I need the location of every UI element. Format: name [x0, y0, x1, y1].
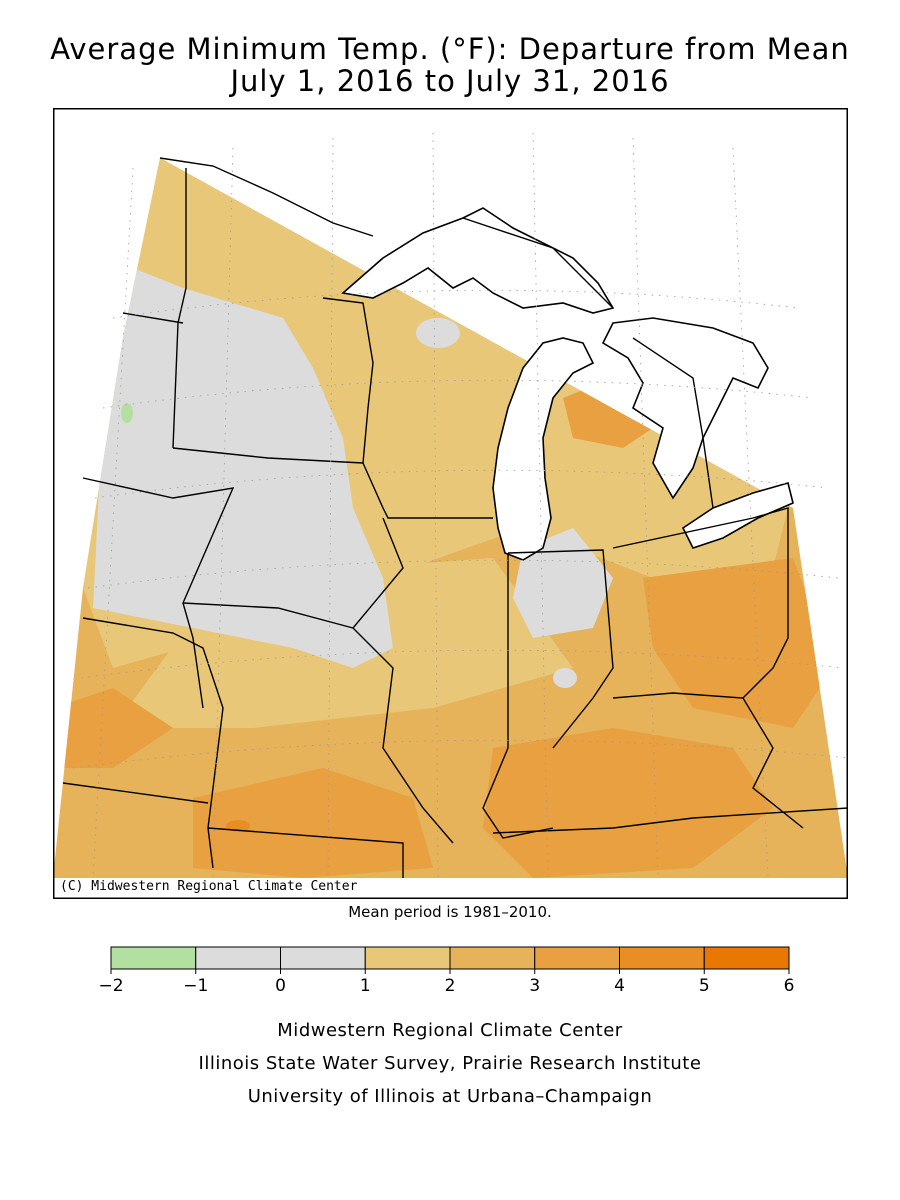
- lake-michigan: [492, 337, 595, 561]
- credit-isws: Illinois State Water Survey, Prairie Res…: [198, 1053, 702, 1074]
- legend-bin: [449, 946, 536, 970]
- graticule: [72, 132, 848, 879]
- mean-period-note: Mean period is 1981–2010.: [348, 903, 552, 921]
- legend-tick-label: 6: [784, 976, 795, 996]
- legend-tick-label: 2: [445, 976, 456, 996]
- map-border: [53, 108, 848, 899]
- legend-tick-label: 3: [529, 976, 540, 996]
- credit-uiuc: University of Illinois at Urbana–Champai…: [247, 1086, 653, 1107]
- map-date-range: July 1, 2016 to July 31, 2016: [230, 64, 670, 98]
- near-normal-area-plains: [93, 268, 393, 668]
- temperature-departure-map: [53, 108, 848, 899]
- state-boundaries: [62, 157, 848, 878]
- lake-superior: [341, 207, 615, 314]
- near-normal-area-illinois-indiana: [513, 528, 613, 638]
- legend-bin: [110, 946, 197, 970]
- lake-erie: [681, 482, 794, 549]
- legend-tick-label: 0: [275, 976, 286, 996]
- legend-bin: [703, 946, 790, 970]
- legend-bin: [280, 946, 366, 970]
- legend-tick-label: 5: [699, 976, 710, 996]
- legend-tick-label: −2: [98, 976, 123, 996]
- legend-tick-label: 4: [614, 976, 625, 996]
- credit-mrcc: Midwestern Regional Climate Center: [277, 1020, 623, 1041]
- color-legend: −2 −1 0 1 2 3 4 5 6: [98, 946, 795, 996]
- legend-bin: [364, 946, 451, 970]
- legend-bin: [195, 946, 281, 970]
- copyright-label: (C) Midwestern Regional Climate Center: [56, 878, 362, 895]
- legend-tick-label: −1: [183, 976, 208, 996]
- map-title: Average Minimum Temp. (°F): Departure fr…: [50, 32, 850, 66]
- lake-huron: [601, 317, 769, 500]
- legend-bin: [619, 946, 705, 970]
- legend-tick-label: 1: [360, 976, 371, 996]
- great-lakes: [341, 207, 794, 561]
- legend-bin: [534, 946, 620, 970]
